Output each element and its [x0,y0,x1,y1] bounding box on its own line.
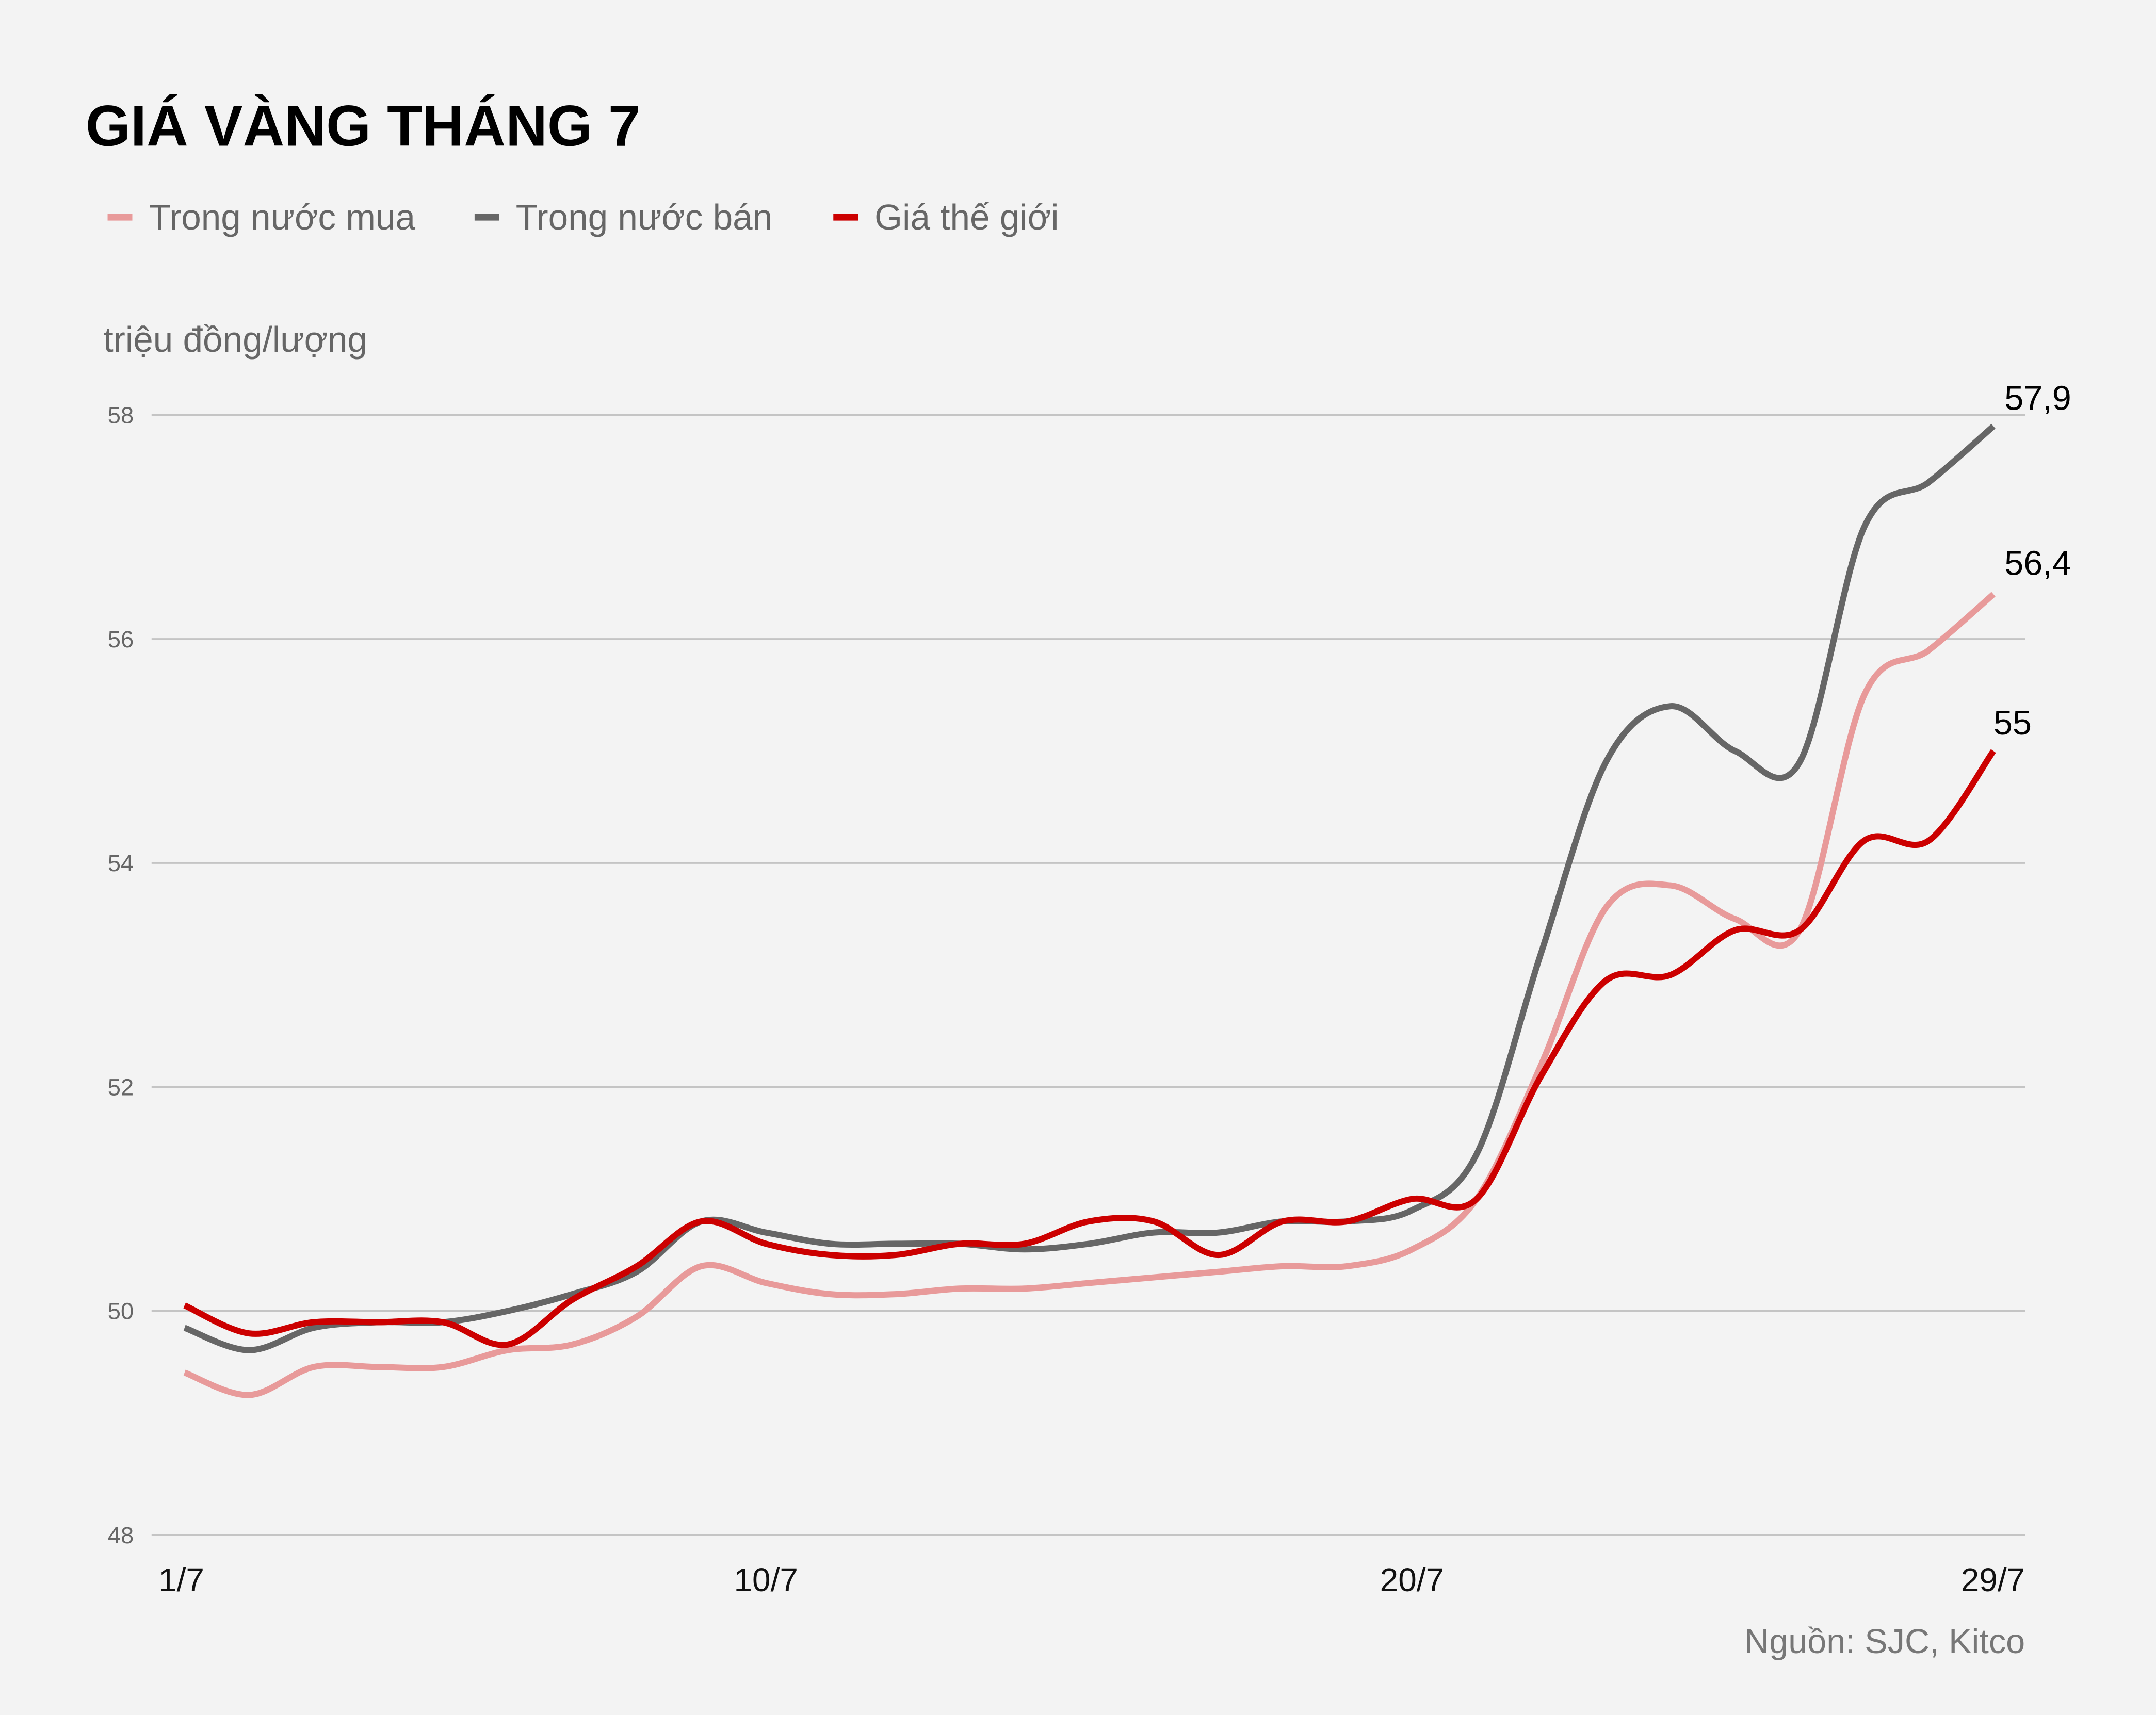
x-axis: 1/7 10/7 20/7 29/7 [158,1561,2025,1598]
series-line [183,592,1996,1398]
series-line [183,749,1996,1348]
legend-label: Trong nước bán [516,197,772,237]
source-note: Nguồn: SJC, Kitco [1744,1623,2025,1661]
end-value-label: 55 [1993,704,2032,742]
legend-label: Trong nước mua [149,197,415,237]
x-tick-label: 29/7 [1961,1561,2025,1598]
end-value-label: 57,9 [2004,379,2071,417]
y-tick-label: 52 [108,1074,134,1100]
y-tick-label: 50 [108,1298,134,1325]
y-tick-label: 56 [108,626,134,652]
y-tick-label: 48 [108,1522,134,1548]
grid: 48 50 52 54 56 58 [108,402,2025,1548]
x-tick-label: 10/7 [734,1561,798,1598]
legend: Trong nước mua Trong nước bán Giá thế giới [107,197,1059,237]
end-value-label: 56,4 [2004,545,2071,583]
y-axis-label: triệu đồng/lượng [104,319,368,360]
y-tick-label: 58 [108,402,134,429]
x-tick-label: 1/7 [158,1561,204,1598]
x-tick-label: 20/7 [1380,1561,1444,1598]
legend-label: Giá thế giới [874,197,1059,237]
series-line [183,423,1996,1353]
chart-title: GIÁ VÀNG THÁNG 7 [86,93,640,158]
y-tick-label: 54 [108,850,134,876]
series-lines: 56,4 57,9 55 [183,379,2071,1398]
